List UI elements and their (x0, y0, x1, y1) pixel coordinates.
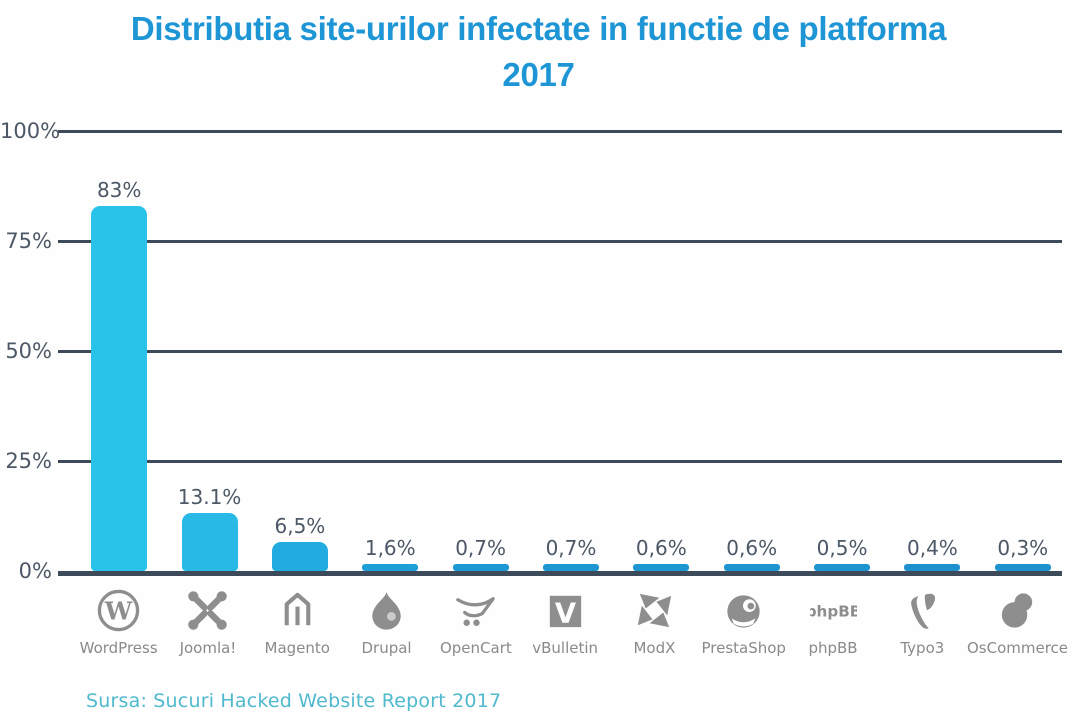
bar-value-magento: 6,5% (274, 514, 326, 538)
bar-value-phpbb: 0,5% (816, 536, 868, 560)
bar-column-wordpress: 83% (74, 133, 164, 571)
y-tick-label-25: 25% (5, 449, 52, 473)
bar-wordpress (91, 206, 148, 571)
gridline-25 (58, 460, 1062, 463)
bar-column-magento: 6,5% (255, 133, 345, 571)
chart-title-line2: 2017 (502, 55, 575, 93)
bar-value-prestashop: 0,6% (726, 536, 778, 560)
phpbb-icon (809, 602, 857, 621)
platform-label-prestashop: PrestaShop (701, 639, 786, 657)
chart-title: Distributia site-urilor infectate in fun… (10, 6, 1067, 97)
joomla-icon (184, 587, 231, 634)
chart-title-line1: Distributia site-urilor infectate in fun… (130, 10, 947, 47)
bar-value-opencart: 0,7% (455, 536, 507, 560)
x-axis-line (58, 571, 1062, 576)
typo3-icon (910, 593, 935, 629)
x-axis-item-oscommerce: OsCommerce (967, 587, 1068, 657)
y-tick-label-0: 0% (18, 559, 52, 583)
oscommerce-icon (1001, 593, 1033, 628)
platform-label-oscommerce: OsCommerce (966, 639, 1069, 657)
bar-phpbb (814, 564, 871, 571)
x-axis-item-drupal: Drupal (342, 587, 431, 657)
bar-column-opencart: 0,7% (435, 133, 525, 571)
y-tick-label-75: 75% (5, 229, 52, 253)
bar-column-modx: 0,6% (616, 133, 706, 571)
bar-column-typo3: 0,4% (887, 133, 977, 571)
bar-column-vbulletin: 0,7% (526, 133, 616, 571)
bar-column-oscommerce: 0,3% (978, 133, 1068, 571)
bar-column-joomla: 13.1% (164, 133, 254, 571)
magento-icon (274, 587, 321, 634)
x-axis-item-modx: ModX (610, 587, 699, 657)
prestashop-icon (727, 595, 760, 628)
gridline-100 (58, 130, 1062, 133)
plot-area: 0% 25% 50% 75% 100% 83% 13.1% 6,5% 1,6% 0,7% 0,7%… (0, 119, 1077, 583)
wordpress-icon (97, 589, 140, 632)
platform-label-typo3: Typo3 (900, 639, 945, 657)
modx-icon (637, 593, 672, 628)
gridline-75 (58, 240, 1062, 243)
bar-opencart (452, 564, 509, 571)
opencart-icon (456, 597, 496, 627)
bar-prestashop (723, 564, 780, 571)
bar-vbulletin (542, 564, 599, 571)
bar-value-oscommerce: 0,3% (997, 536, 1049, 560)
bar-value-vbulletin: 0,7% (545, 536, 597, 560)
x-axis-item-prestashop: PrestaShop (699, 587, 788, 657)
bar-value-typo3: 0,4% (907, 536, 958, 560)
bar-oscommerce (994, 564, 1051, 571)
x-axis-item-wordpress: WordPress (74, 587, 163, 657)
bar-joomla (181, 513, 238, 571)
x-axis-item-opencart: OpenCart (431, 587, 520, 657)
bar-column-phpbb: 0,5% (797, 133, 887, 571)
platform-label-joomla: Joomla! (179, 639, 237, 657)
vbulletin-icon (549, 595, 581, 630)
platform-label-phpbb: phpBB (808, 639, 858, 657)
bar-magento (271, 542, 328, 571)
drupal-icon (372, 591, 401, 630)
platform-label-opencart: OpenCart (439, 639, 512, 657)
bar-column-drupal: 1,6% (345, 133, 435, 571)
y-tick-label-50: 50% (5, 339, 52, 363)
bar-value-drupal: 1,6% (364, 536, 416, 560)
x-axis-row: WordPress Joomla! Magento Drupal OpenCart vBu… (74, 587, 1068, 657)
bars-row: 83% 13.1% 6,5% 1,6% 0,7% 0,7% 0,6% 0,6% 0,5% 0,4%… (74, 133, 1068, 571)
platform-label-magento: Magento (264, 639, 330, 657)
platform-label-modx: ModX (633, 639, 676, 657)
x-axis-item-phpbb: phpBB (788, 587, 877, 657)
x-axis-item-vbulletin: vBulletin (520, 587, 609, 657)
bar-value-modx: 0,6% (635, 536, 687, 560)
source-caption: Sursa: Sucuri Hacked Website Report 2017 (86, 690, 502, 712)
platform-label-wordpress: WordPress (79, 639, 158, 657)
platform-label-vbulletin: vBulletin (532, 639, 599, 657)
bar-drupal (362, 564, 419, 571)
gridline-50 (58, 350, 1062, 353)
bar-typo3 (904, 564, 961, 571)
bar-value-wordpress: 83% (96, 178, 142, 202)
y-tick-label-100: 100% (0, 119, 61, 143)
x-axis-item-typo3: Typo3 (878, 587, 967, 657)
bar-value-joomla: 13.1% (177, 485, 242, 509)
platform-label-drupal: Drupal (361, 639, 412, 657)
bar-column-prestashop: 0,6% (707, 133, 797, 571)
x-axis-item-joomla: Joomla! (163, 587, 252, 657)
x-axis-item-magento: Magento (253, 587, 342, 657)
bar-modx (633, 564, 690, 571)
